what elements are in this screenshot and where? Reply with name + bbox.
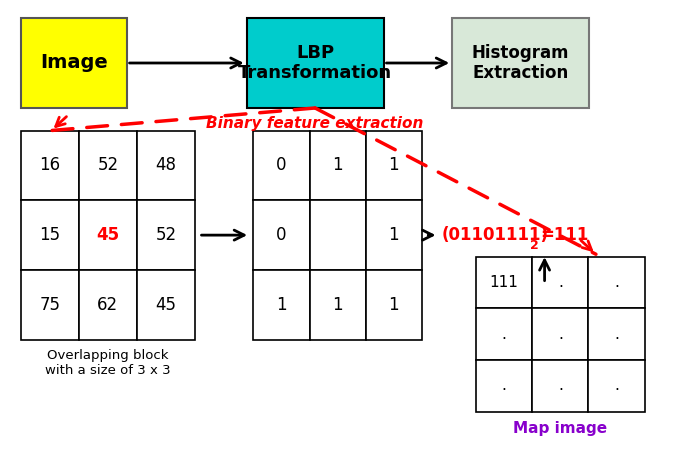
Text: .: . bbox=[558, 378, 563, 393]
Text: Image: Image bbox=[40, 54, 108, 72]
Bar bbox=[137, 130, 195, 200]
Text: 1: 1 bbox=[332, 157, 343, 174]
Text: 52: 52 bbox=[97, 157, 119, 174]
Text: Histogram
Extraction: Histogram Extraction bbox=[472, 44, 569, 82]
Text: 62: 62 bbox=[97, 296, 119, 314]
Text: 2: 2 bbox=[530, 238, 538, 252]
Text: 45: 45 bbox=[97, 226, 119, 244]
Bar bbox=[310, 270, 366, 340]
Text: 45: 45 bbox=[155, 296, 177, 314]
Text: .: . bbox=[501, 378, 507, 393]
FancyBboxPatch shape bbox=[247, 18, 384, 108]
Bar bbox=[79, 200, 137, 270]
Text: 1: 1 bbox=[276, 296, 287, 314]
Text: LBP
Transformation: LBP Transformation bbox=[238, 44, 392, 82]
Bar bbox=[366, 130, 422, 200]
Text: 16: 16 bbox=[39, 157, 60, 174]
Bar bbox=[310, 200, 366, 270]
Text: .: . bbox=[614, 378, 619, 393]
Text: 52: 52 bbox=[155, 226, 177, 244]
Text: .: . bbox=[614, 327, 619, 342]
Bar bbox=[137, 200, 195, 270]
Text: .: . bbox=[558, 327, 563, 342]
Text: Map image: Map image bbox=[513, 421, 608, 436]
Bar bbox=[532, 360, 588, 412]
Text: 111: 111 bbox=[490, 275, 519, 290]
Bar bbox=[253, 130, 310, 200]
Bar bbox=[588, 256, 645, 308]
Bar bbox=[21, 270, 79, 340]
Text: 75: 75 bbox=[39, 296, 60, 314]
Bar bbox=[79, 130, 137, 200]
Bar bbox=[137, 270, 195, 340]
Bar bbox=[588, 360, 645, 412]
Bar bbox=[476, 360, 532, 412]
Text: .: . bbox=[501, 327, 507, 342]
Text: 0: 0 bbox=[276, 226, 287, 244]
Text: (01101111): (01101111) bbox=[442, 226, 549, 244]
Bar bbox=[532, 308, 588, 360]
Text: .: . bbox=[614, 275, 619, 290]
Text: =111: =111 bbox=[540, 226, 588, 244]
Bar bbox=[366, 200, 422, 270]
Text: 0: 0 bbox=[276, 157, 287, 174]
Bar bbox=[253, 200, 310, 270]
Text: 48: 48 bbox=[155, 157, 177, 174]
Text: Binary feature extraction: Binary feature extraction bbox=[206, 116, 424, 131]
Text: .: . bbox=[558, 275, 563, 290]
Text: 1: 1 bbox=[388, 296, 399, 314]
Text: 1: 1 bbox=[388, 226, 399, 244]
Bar bbox=[21, 200, 79, 270]
FancyBboxPatch shape bbox=[21, 18, 127, 108]
Bar bbox=[253, 270, 310, 340]
Bar bbox=[532, 256, 588, 308]
Text: Overlapping block
with a size of 3 x 3: Overlapping block with a size of 3 x 3 bbox=[45, 349, 171, 377]
Bar bbox=[21, 130, 79, 200]
Bar bbox=[79, 270, 137, 340]
Bar bbox=[476, 308, 532, 360]
Text: 1: 1 bbox=[332, 296, 343, 314]
FancyBboxPatch shape bbox=[452, 18, 589, 108]
Bar bbox=[588, 308, 645, 360]
Text: 1: 1 bbox=[388, 157, 399, 174]
Bar bbox=[366, 270, 422, 340]
Bar bbox=[310, 130, 366, 200]
Text: 15: 15 bbox=[39, 226, 60, 244]
Bar bbox=[476, 256, 532, 308]
